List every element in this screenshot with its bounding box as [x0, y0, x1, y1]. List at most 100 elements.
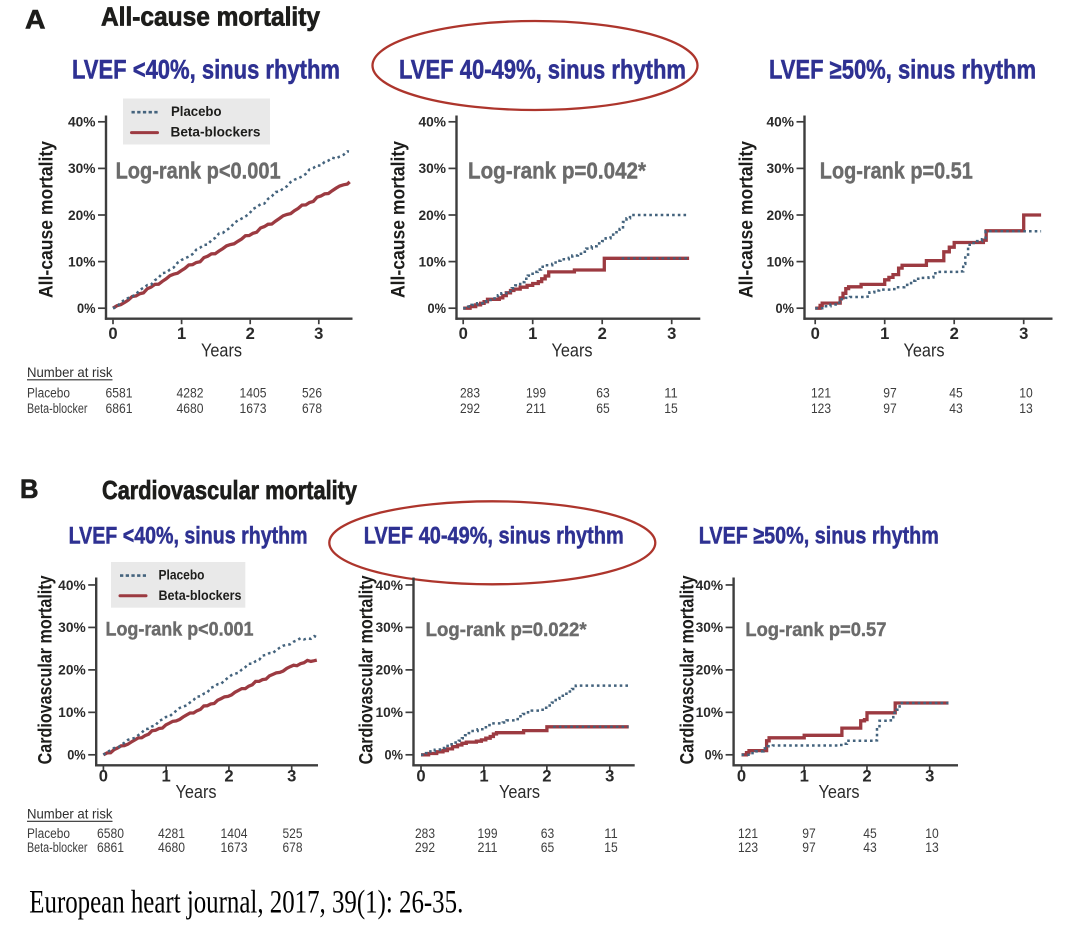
- svg-text:2: 2: [598, 324, 607, 343]
- svg-text:LVEF ≥50%, sinus rhythm: LVEF ≥50%, sinus rhythm: [769, 55, 1036, 85]
- svg-text:Years: Years: [176, 781, 217, 802]
- svg-text:All-cause mortality: All-cause mortality: [36, 141, 58, 298]
- svg-text:Years: Years: [904, 339, 945, 360]
- svg-text:Beta-blocker: Beta-blocker: [27, 401, 88, 416]
- svg-text:LVEF 40-49%, sinus rhythm: LVEF 40-49%, sinus rhythm: [399, 55, 686, 85]
- svg-text:Years: Years: [201, 339, 242, 360]
- svg-text:45: 45: [863, 826, 877, 841]
- svg-text:10%: 10%: [767, 254, 795, 269]
- svg-text:30%: 30%: [696, 620, 724, 635]
- svg-text:LVEF <40%, sinus rhythm: LVEF <40%, sinus rhythm: [72, 55, 340, 85]
- svg-text:1405: 1405: [240, 386, 267, 401]
- svg-text:1: 1: [528, 324, 537, 343]
- svg-text:Years: Years: [819, 781, 860, 802]
- svg-text:6581: 6581: [106, 386, 133, 401]
- svg-text:10%: 10%: [58, 705, 86, 720]
- svg-text:1: 1: [177, 324, 186, 343]
- svg-text:678: 678: [283, 840, 303, 855]
- svg-text:97: 97: [802, 840, 816, 855]
- svg-text:1673: 1673: [221, 840, 248, 855]
- svg-text:97: 97: [883, 386, 897, 401]
- svg-text:Cardiovascular mortality: Cardiovascular mortality: [102, 475, 357, 505]
- svg-text:1: 1: [800, 767, 809, 786]
- svg-text:0%: 0%: [385, 748, 404, 763]
- svg-text:6861: 6861: [97, 840, 124, 855]
- svg-text:20%: 20%: [58, 663, 86, 678]
- svg-text:211: 211: [526, 401, 546, 416]
- svg-text:3: 3: [605, 767, 614, 786]
- svg-text:40%: 40%: [376, 578, 404, 593]
- svg-text:3: 3: [1019, 324, 1028, 343]
- svg-text:Log-rank p=0.022*: Log-rank p=0.022*: [426, 619, 587, 641]
- svg-text:LVEF 40-49%, sinus rhythm: LVEF 40-49%, sinus rhythm: [364, 523, 624, 550]
- svg-text:20%: 20%: [767, 208, 795, 223]
- svg-text:63: 63: [596, 386, 610, 401]
- svg-text:6580: 6580: [97, 826, 124, 841]
- svg-text:LVEF ≥50%, sinus rhythm: LVEF ≥50%, sinus rhythm: [699, 523, 939, 550]
- svg-text:20%: 20%: [68, 208, 96, 223]
- svg-text:European heart journal, 2017,: European heart journal, 2017, 39(1): 26-…: [29, 885, 463, 921]
- svg-text:283: 283: [415, 826, 435, 841]
- svg-text:211: 211: [478, 840, 498, 855]
- svg-text:Log-rank p=0.51: Log-rank p=0.51: [820, 158, 973, 184]
- svg-text:10%: 10%: [376, 705, 404, 720]
- svg-text:40%: 40%: [696, 578, 724, 593]
- svg-text:30%: 30%: [767, 161, 795, 176]
- svg-text:A: A: [25, 5, 46, 35]
- svg-text:4282: 4282: [177, 386, 204, 401]
- svg-text:Placebo: Placebo: [27, 826, 70, 841]
- svg-text:All-cause mortality: All-cause mortality: [101, 4, 321, 32]
- svg-text:13: 13: [925, 840, 939, 855]
- svg-text:123: 123: [811, 401, 831, 416]
- svg-text:1673: 1673: [240, 401, 267, 416]
- svg-text:199: 199: [526, 386, 546, 401]
- svg-text:1: 1: [479, 767, 488, 786]
- svg-text:121: 121: [811, 386, 831, 401]
- svg-text:0%: 0%: [705, 748, 724, 763]
- svg-text:2: 2: [224, 767, 233, 786]
- svg-text:Beta-blockers: Beta-blockers: [171, 123, 261, 139]
- svg-text:20%: 20%: [419, 208, 447, 223]
- svg-text:97: 97: [802, 826, 816, 841]
- svg-text:Log-rank p<0.001: Log-rank p<0.001: [106, 619, 254, 641]
- svg-text:0%: 0%: [428, 301, 447, 316]
- svg-text:63: 63: [541, 826, 555, 841]
- svg-text:30%: 30%: [376, 620, 404, 635]
- svg-text:0: 0: [99, 767, 108, 786]
- svg-text:Placebo: Placebo: [171, 103, 222, 119]
- svg-text:65: 65: [541, 840, 555, 855]
- svg-text:43: 43: [863, 840, 877, 855]
- svg-text:0: 0: [737, 767, 746, 786]
- svg-text:123: 123: [738, 840, 758, 855]
- svg-text:Cardiovascular mortality: Cardiovascular mortality: [677, 575, 699, 764]
- svg-text:1404: 1404: [221, 826, 248, 841]
- svg-text:3: 3: [314, 324, 323, 343]
- svg-text:3: 3: [667, 324, 676, 343]
- svg-text:40%: 40%: [767, 115, 795, 130]
- svg-text:97: 97: [883, 401, 897, 416]
- svg-text:678: 678: [302, 401, 322, 416]
- svg-text:2: 2: [246, 324, 255, 343]
- svg-text:Number at risk: Number at risk: [27, 806, 113, 822]
- svg-text:199: 199: [478, 826, 498, 841]
- svg-text:Log-rank p=0.57: Log-rank p=0.57: [745, 619, 886, 641]
- svg-text:Placebo: Placebo: [159, 568, 205, 583]
- svg-text:0%: 0%: [77, 301, 96, 316]
- svg-text:15: 15: [664, 401, 678, 416]
- svg-text:3: 3: [287, 767, 296, 786]
- svg-text:292: 292: [415, 840, 435, 855]
- svg-text:10: 10: [925, 826, 939, 841]
- svg-text:6861: 6861: [106, 401, 133, 416]
- svg-text:10%: 10%: [68, 254, 96, 269]
- svg-text:0: 0: [416, 767, 425, 786]
- svg-text:0: 0: [459, 324, 468, 343]
- svg-text:Beta-blockers: Beta-blockers: [159, 588, 242, 603]
- svg-text:Log-rank p=0.042*: Log-rank p=0.042*: [468, 158, 646, 184]
- svg-text:11: 11: [604, 826, 618, 841]
- svg-text:20%: 20%: [696, 663, 724, 678]
- svg-text:525: 525: [283, 826, 303, 841]
- svg-text:Years: Years: [552, 339, 593, 360]
- svg-text:3: 3: [925, 767, 934, 786]
- svg-text:121: 121: [738, 826, 758, 841]
- svg-text:30%: 30%: [58, 620, 86, 635]
